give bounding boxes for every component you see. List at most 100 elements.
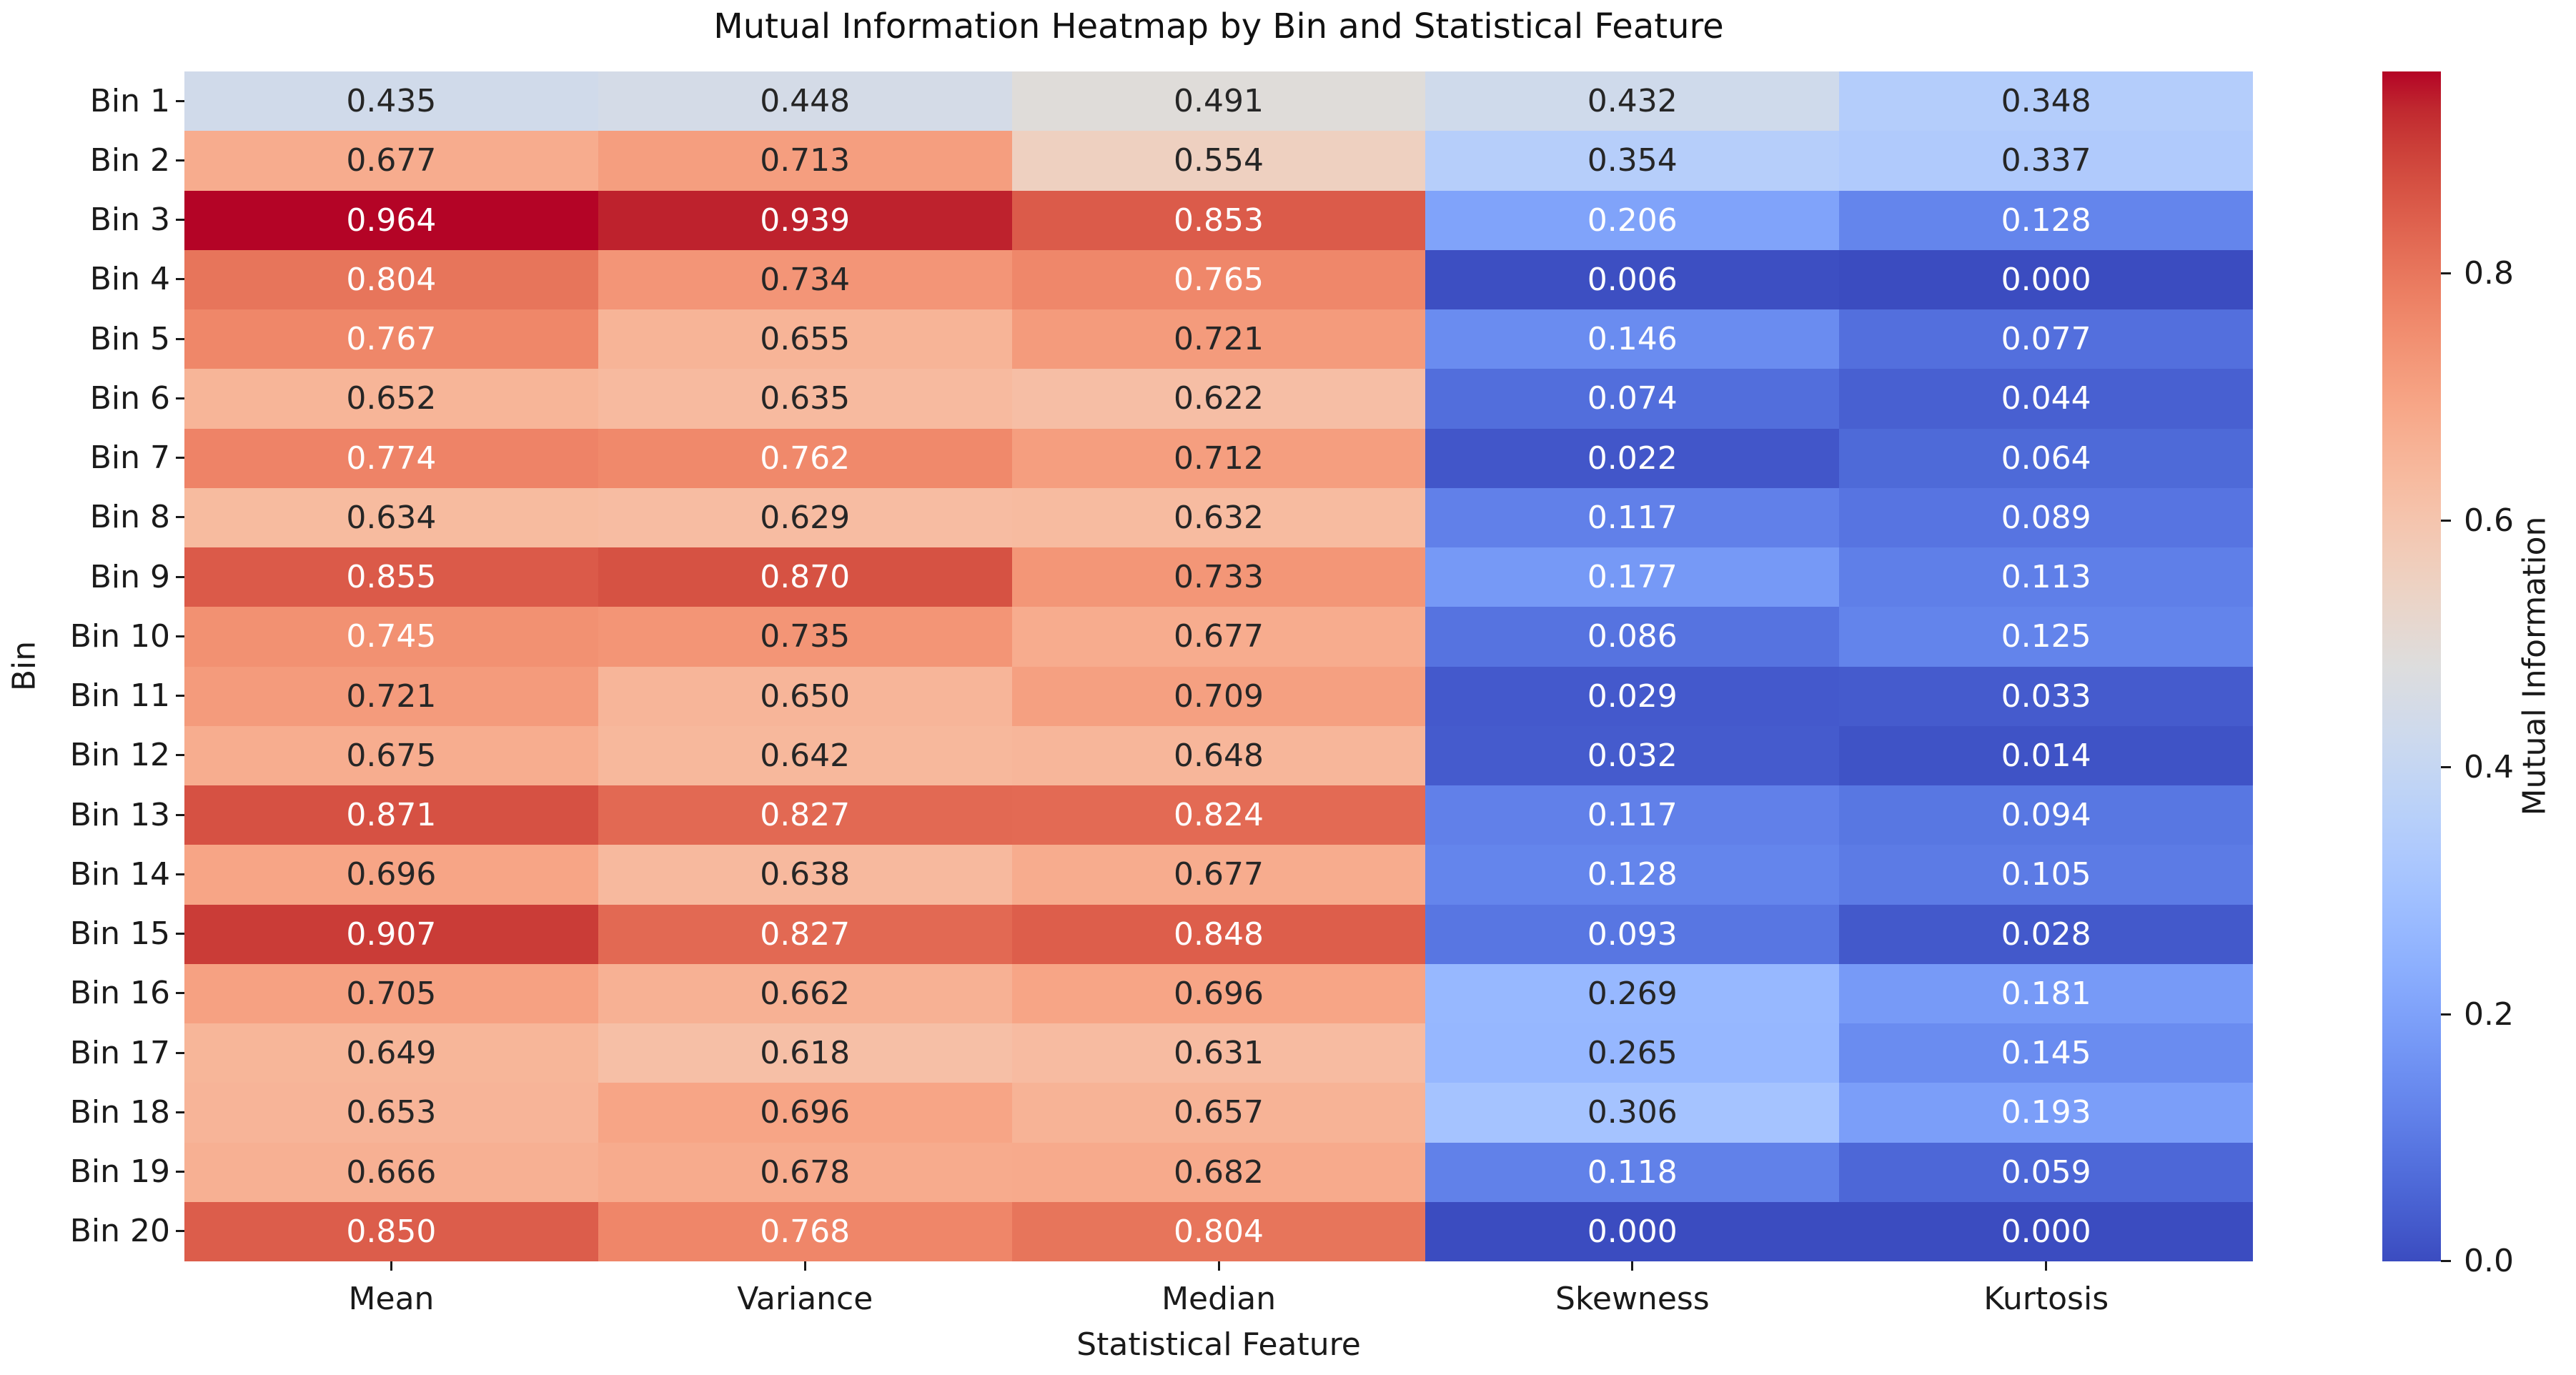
heatmap-cell: 0.696 — [184, 845, 598, 905]
colorbar-tick-mark — [2441, 1013, 2451, 1016]
y-tick-label: Bin 13 — [69, 796, 170, 833]
cell-value: 0.662 — [760, 975, 851, 1012]
y-tick-label: Bin 6 — [89, 379, 170, 417]
cell-value: 0.964 — [346, 202, 437, 239]
heatmap-cell: 0.682 — [1011, 1142, 1426, 1202]
cell-value: 0.086 — [1587, 618, 1678, 655]
heatmap-cell: 0.721 — [184, 666, 598, 726]
cell-value: 0.435 — [346, 83, 437, 120]
y-tick-mark — [176, 695, 184, 698]
heatmap-cell: 0.181 — [1839, 963, 2253, 1023]
x-tick-label: Mean — [348, 1281, 435, 1317]
y-tick-label: Bin 12 — [69, 737, 170, 774]
cell-value: 0.649 — [346, 1035, 437, 1072]
heatmap-cell: 0.000 — [1425, 1201, 1840, 1261]
y-tick-mark — [176, 397, 184, 399]
x-tick-label: Variance — [737, 1281, 873, 1317]
colorbar-tick-label: 0.4 — [2464, 749, 2514, 786]
heatmap-cell: 0.678 — [598, 1142, 1012, 1202]
cell-value: 0.827 — [760, 797, 851, 834]
cell-value: 0.354 — [1587, 142, 1678, 179]
heatmap-cell: 0.006 — [1425, 249, 1840, 309]
cell-value: 0.348 — [2001, 83, 2091, 120]
cell-value: 0.762 — [760, 440, 851, 477]
y-tick-mark — [176, 635, 184, 637]
cell-value: 0.145 — [2001, 1035, 2091, 1072]
cell-value: 0.709 — [1174, 677, 1264, 715]
cell-value: 0.653 — [346, 1094, 437, 1131]
cell-value: 0.721 — [1174, 321, 1264, 358]
heatmap-cell: 0.059 — [1839, 1142, 2253, 1202]
heatmap-cell: 0.638 — [598, 845, 1012, 905]
y-tick-mark — [176, 873, 184, 875]
heatmap-cell: 0.634 — [184, 487, 598, 547]
y-tick-label: Bin 20 — [69, 1213, 170, 1250]
heatmap-cell: 0.655 — [598, 309, 1012, 369]
cell-value: 0.850 — [346, 1213, 437, 1250]
heatmap-cell: 0.675 — [184, 725, 598, 785]
heatmap-cell: 0.306 — [1425, 1083, 1840, 1143]
colorbar-tick-label: 0.0 — [2464, 1243, 2514, 1279]
heatmap-cell: 0.666 — [184, 1142, 598, 1202]
heatmap-cell: 0.432 — [1425, 71, 1840, 131]
cell-value: 0.734 — [760, 261, 851, 298]
x-tick-mark — [803, 1261, 806, 1271]
cell-value: 0.618 — [760, 1035, 851, 1072]
y-tick-mark — [176, 754, 184, 757]
heatmap-cell: 0.014 — [1839, 725, 2253, 785]
heatmap-cell: 0.554 — [1011, 131, 1426, 191]
heatmap-cell: 0.117 — [1425, 487, 1840, 547]
x-tick-label: Skewness — [1555, 1281, 1710, 1317]
y-tick-mark — [176, 219, 184, 222]
heatmap-cell: 0.657 — [1011, 1083, 1426, 1143]
y-tick-mark — [176, 278, 184, 281]
cell-value: 0.696 — [346, 856, 437, 893]
heatmap-cell: 0.000 — [1839, 249, 2253, 309]
heatmap-cell: 0.086 — [1425, 607, 1840, 667]
heatmap-cell: 0.648 — [1011, 725, 1426, 785]
colorbar-gradient — [2382, 71, 2441, 1261]
cell-value: 0.827 — [760, 915, 851, 953]
heatmap-cell: 0.709 — [1011, 666, 1426, 726]
heatmap-cell: 0.177 — [1425, 547, 1840, 607]
x-tick-mark — [1631, 1261, 1634, 1271]
cell-value: 0.032 — [1587, 737, 1678, 774]
heatmap-cell: 0.696 — [1011, 963, 1426, 1023]
y-tick-label: Bin 8 — [89, 499, 170, 536]
heatmap-cell: 0.000 — [1839, 1201, 2253, 1261]
cell-value: 0.094 — [2001, 797, 2091, 834]
y-tick-label: Bin 4 — [89, 261, 170, 298]
cell-value: 0.074 — [1587, 380, 1678, 417]
cell-value: 0.712 — [1174, 440, 1264, 477]
cell-value: 0.765 — [1174, 261, 1264, 298]
heatmap-cell: 0.029 — [1425, 666, 1840, 726]
heatmap-cell: 0.206 — [1425, 190, 1840, 250]
x-tick-label: Median — [1161, 1281, 1277, 1317]
colorbar-tick-mark — [2441, 766, 2451, 769]
heatmap-cell: 0.145 — [1839, 1023, 2253, 1083]
y-tick-label: Bin 5 — [89, 320, 170, 357]
cell-value: 0.855 — [346, 559, 437, 596]
cell-value: 0.907 — [346, 915, 437, 953]
heatmap-cell: 0.662 — [598, 963, 1012, 1023]
cell-value: 0.745 — [346, 618, 437, 655]
colorbar-label: Mutual Information — [2516, 516, 2553, 816]
cell-value: 0.648 — [1174, 737, 1264, 774]
heatmap-cell: 0.128 — [1839, 190, 2253, 250]
cell-value: 0.093 — [1587, 915, 1678, 953]
heatmap-cell: 0.745 — [184, 607, 598, 667]
cell-value: 0.448 — [760, 83, 851, 120]
heatmap-cell: 0.635 — [598, 369, 1012, 429]
y-tick-label: Bin 1 — [89, 82, 170, 119]
heatmap-cell: 0.146 — [1425, 309, 1840, 369]
heatmap-cell: 0.765 — [1011, 249, 1426, 309]
cell-value: 0.118 — [1587, 1153, 1678, 1191]
cell-value: 0.006 — [1587, 261, 1678, 298]
heatmap-cell: 0.848 — [1011, 904, 1426, 964]
y-tick-label: Bin 2 — [89, 142, 170, 179]
heatmap-cell: 0.105 — [1839, 845, 2253, 905]
cell-value: 0.696 — [1174, 975, 1264, 1012]
heatmap-cell: 0.649 — [184, 1023, 598, 1083]
heatmap-cell: 0.652 — [184, 369, 598, 429]
